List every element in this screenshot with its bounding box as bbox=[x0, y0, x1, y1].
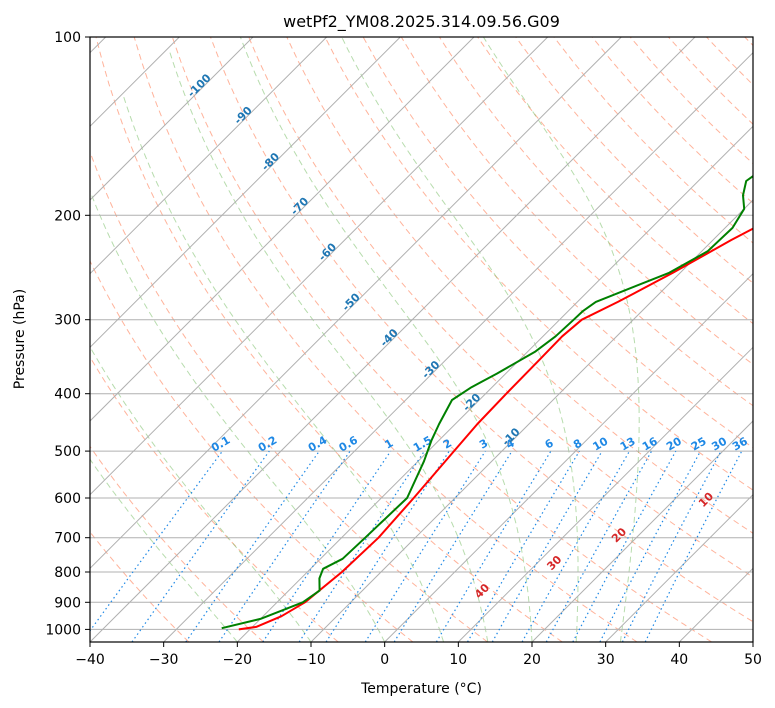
y-tick-label: 300 bbox=[54, 313, 81, 329]
mixing-ratio-line bbox=[491, 450, 603, 642]
dewpoint-profile bbox=[221, 174, 753, 630]
isotherm-gridline bbox=[531, 420, 753, 642]
dry-adiabat bbox=[171, 37, 712, 642]
x-tick-label: −20 bbox=[223, 652, 253, 668]
mixing-ratio-line bbox=[298, 450, 425, 642]
y-axis-label: Pressure (hPa) bbox=[12, 289, 28, 389]
isotherm-gridline bbox=[90, 37, 622, 570]
isotherm-gridline bbox=[90, 37, 328, 275]
x-tick-label: −30 bbox=[149, 652, 179, 668]
mixing-ratio-line bbox=[131, 450, 270, 642]
mixing-ratio-line bbox=[521, 450, 631, 642]
mixing-ratio-line bbox=[466, 450, 580, 642]
mixing-ratio-line bbox=[90, 450, 223, 632]
isotherm-gridline bbox=[236, 125, 753, 642]
isotherm-gridline bbox=[384, 272, 753, 642]
y-tick-label: 500 bbox=[54, 444, 81, 460]
moist-adiabat bbox=[341, 37, 579, 642]
dry-adiabat bbox=[286, 37, 753, 534]
isotherm-gridline bbox=[90, 37, 401, 349]
isotherm-gridline bbox=[90, 37, 254, 201]
dry-adiabat bbox=[515, 37, 753, 284]
plot-area bbox=[90, 37, 753, 642]
x-tick-label: 40 bbox=[670, 652, 688, 668]
profile-lines bbox=[221, 174, 753, 631]
y-tick-label: 1000 bbox=[45, 622, 81, 638]
x-tick-label: −10 bbox=[296, 652, 326, 668]
mixing-ratio-line bbox=[185, 450, 320, 642]
mixing-ratio-line bbox=[545, 450, 653, 642]
isotherm-gridline bbox=[90, 37, 696, 642]
dry-adiabat bbox=[90, 445, 264, 642]
isotherm-gridline bbox=[605, 493, 753, 642]
background-lines bbox=[90, 37, 753, 642]
moist-adiabat bbox=[168, 49, 489, 642]
y-tick-label: 900 bbox=[54, 595, 81, 611]
moist-adiabat bbox=[122, 94, 445, 642]
isotherm-gridline bbox=[310, 199, 753, 642]
y-tick-label: 400 bbox=[54, 387, 81, 403]
dry-adiabat bbox=[210, 37, 753, 623]
dry-adiabat bbox=[248, 37, 753, 578]
moist-adiabat bbox=[482, 37, 640, 642]
y-tick-label: 600 bbox=[54, 491, 81, 507]
mixing-ratio-line bbox=[599, 450, 702, 642]
chart-title: wetPf2_YM08.2025.314.09.56.G09 bbox=[283, 12, 560, 32]
x-tick-label: 50 bbox=[744, 652, 762, 668]
y-tick-label: 100 bbox=[54, 30, 81, 46]
mixing-ratio-line bbox=[435, 450, 552, 642]
x-axis-label: Temperature (°C) bbox=[360, 681, 482, 697]
isotherm-gridline bbox=[90, 37, 475, 422]
plot-frame bbox=[89, 36, 754, 643]
mixing-ratio-line bbox=[644, 450, 743, 642]
mixing-ratio-line bbox=[621, 450, 722, 642]
dry-adiabat bbox=[95, 37, 563, 642]
temperature-profile bbox=[238, 227, 753, 631]
isotherm-gridline bbox=[163, 51, 753, 642]
mixing-ratio-line bbox=[572, 450, 677, 642]
dry-adiabat bbox=[90, 259, 414, 642]
isotherm-gridline bbox=[457, 346, 753, 642]
axis-ticks: −40 −30 −20 −10 0 10 20 30 40 50 1000 900 800 700 600 5… bbox=[45, 30, 762, 668]
x-tick-label: 30 bbox=[597, 652, 615, 668]
x-tick-label: −40 bbox=[75, 652, 105, 668]
mixing-ratio-line bbox=[325, 450, 450, 642]
x-tick-label: 10 bbox=[449, 652, 467, 668]
x-tick-label: 20 bbox=[523, 652, 541, 668]
y-tick-label: 800 bbox=[54, 565, 81, 581]
moist-adiabat bbox=[239, 37, 533, 642]
dry-adiabat bbox=[324, 37, 753, 491]
moist-adiabat bbox=[90, 345, 312, 642]
y-tick-label: 200 bbox=[54, 208, 81, 224]
mixing-ratio-line bbox=[262, 450, 392, 642]
y-tick-label: 700 bbox=[54, 531, 81, 547]
isotherm-gridline bbox=[90, 37, 549, 496]
x-tick-label: 0 bbox=[380, 652, 389, 668]
